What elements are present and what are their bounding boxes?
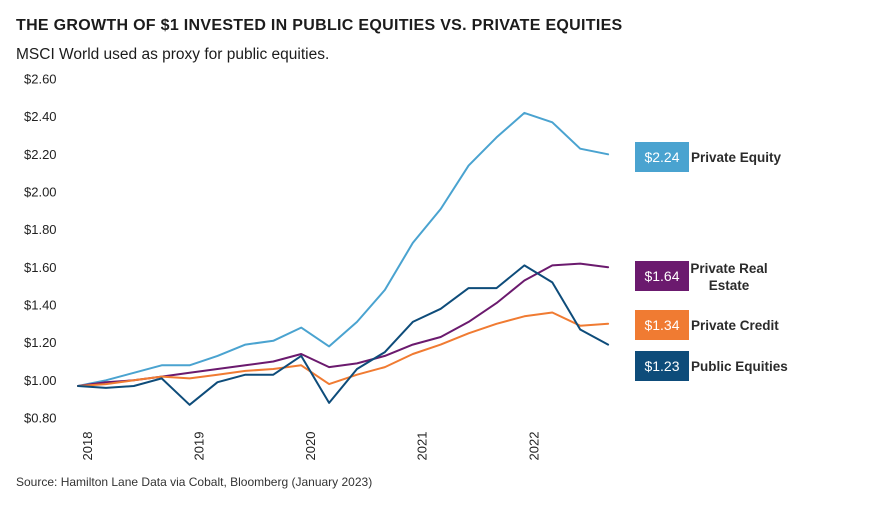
end-value-private-equity: $2.24 bbox=[644, 149, 679, 165]
y-tick-label: $2.40 bbox=[24, 109, 57, 124]
y-tick-label: $2.20 bbox=[24, 147, 57, 162]
end-value-box-private-credit bbox=[635, 310, 689, 340]
end-value-private-credit: $1.34 bbox=[644, 317, 679, 333]
y-tick-label: $2.00 bbox=[24, 185, 57, 200]
y-axis: $0.80 $1.00 $1.20 $1.40 $1.60 $1.80 $2.00 $2.20… bbox=[24, 72, 57, 426]
end-labels: $2.24 Private Equity $1.64 Private Real Esta… bbox=[635, 142, 788, 381]
y-tick-label: $1.60 bbox=[24, 260, 57, 275]
series-line-public-equities bbox=[77, 264, 610, 406]
y-tick-label: $2.60 bbox=[24, 72, 57, 87]
x-tick-label: 2021 bbox=[415, 432, 430, 461]
x-tick-label: 2018 bbox=[80, 432, 95, 461]
y-tick-label: $1.40 bbox=[24, 298, 57, 313]
x-axis: 2018 2019 2020 2021 2022 bbox=[80, 432, 541, 461]
source-note: Source: Hamilton Lane Data via Cobalt, B… bbox=[16, 475, 373, 489]
y-tick-label: $1.80 bbox=[24, 222, 57, 237]
end-value-box-public-equities bbox=[635, 351, 689, 381]
x-tick-label: 2019 bbox=[192, 432, 207, 461]
end-name-private-equity: Private Equity bbox=[691, 150, 782, 165]
series-line-private-equity bbox=[77, 111, 610, 387]
series-lines bbox=[77, 111, 610, 406]
end-name-public-equities: Public Equities bbox=[691, 359, 788, 374]
end-value-public-equities: $1.23 bbox=[644, 358, 679, 374]
end-value-box-private-real-estate bbox=[635, 261, 689, 291]
end-value-box-private-equity bbox=[635, 142, 689, 172]
end-value-private-real-estate: $1.64 bbox=[644, 268, 679, 284]
y-tick-label: $1.00 bbox=[24, 373, 57, 388]
series-line-private-real-estate bbox=[77, 262, 610, 387]
x-tick-label: 2022 bbox=[526, 432, 541, 461]
x-tick-label: 2020 bbox=[303, 432, 318, 461]
series-line-private-credit bbox=[77, 311, 610, 387]
end-name-private-real-estate: Private Real Estate bbox=[690, 261, 767, 293]
chart-title: THE GROWTH OF $1 INVESTED IN PUBLIC EQUI… bbox=[16, 17, 623, 34]
chart-subtitle: MSCI World used as proxy for public equi… bbox=[16, 46, 330, 63]
end-name-private-credit: Private Credit bbox=[691, 318, 779, 333]
y-tick-label: $1.20 bbox=[24, 335, 57, 350]
y-tick-label: $0.80 bbox=[24, 411, 57, 426]
